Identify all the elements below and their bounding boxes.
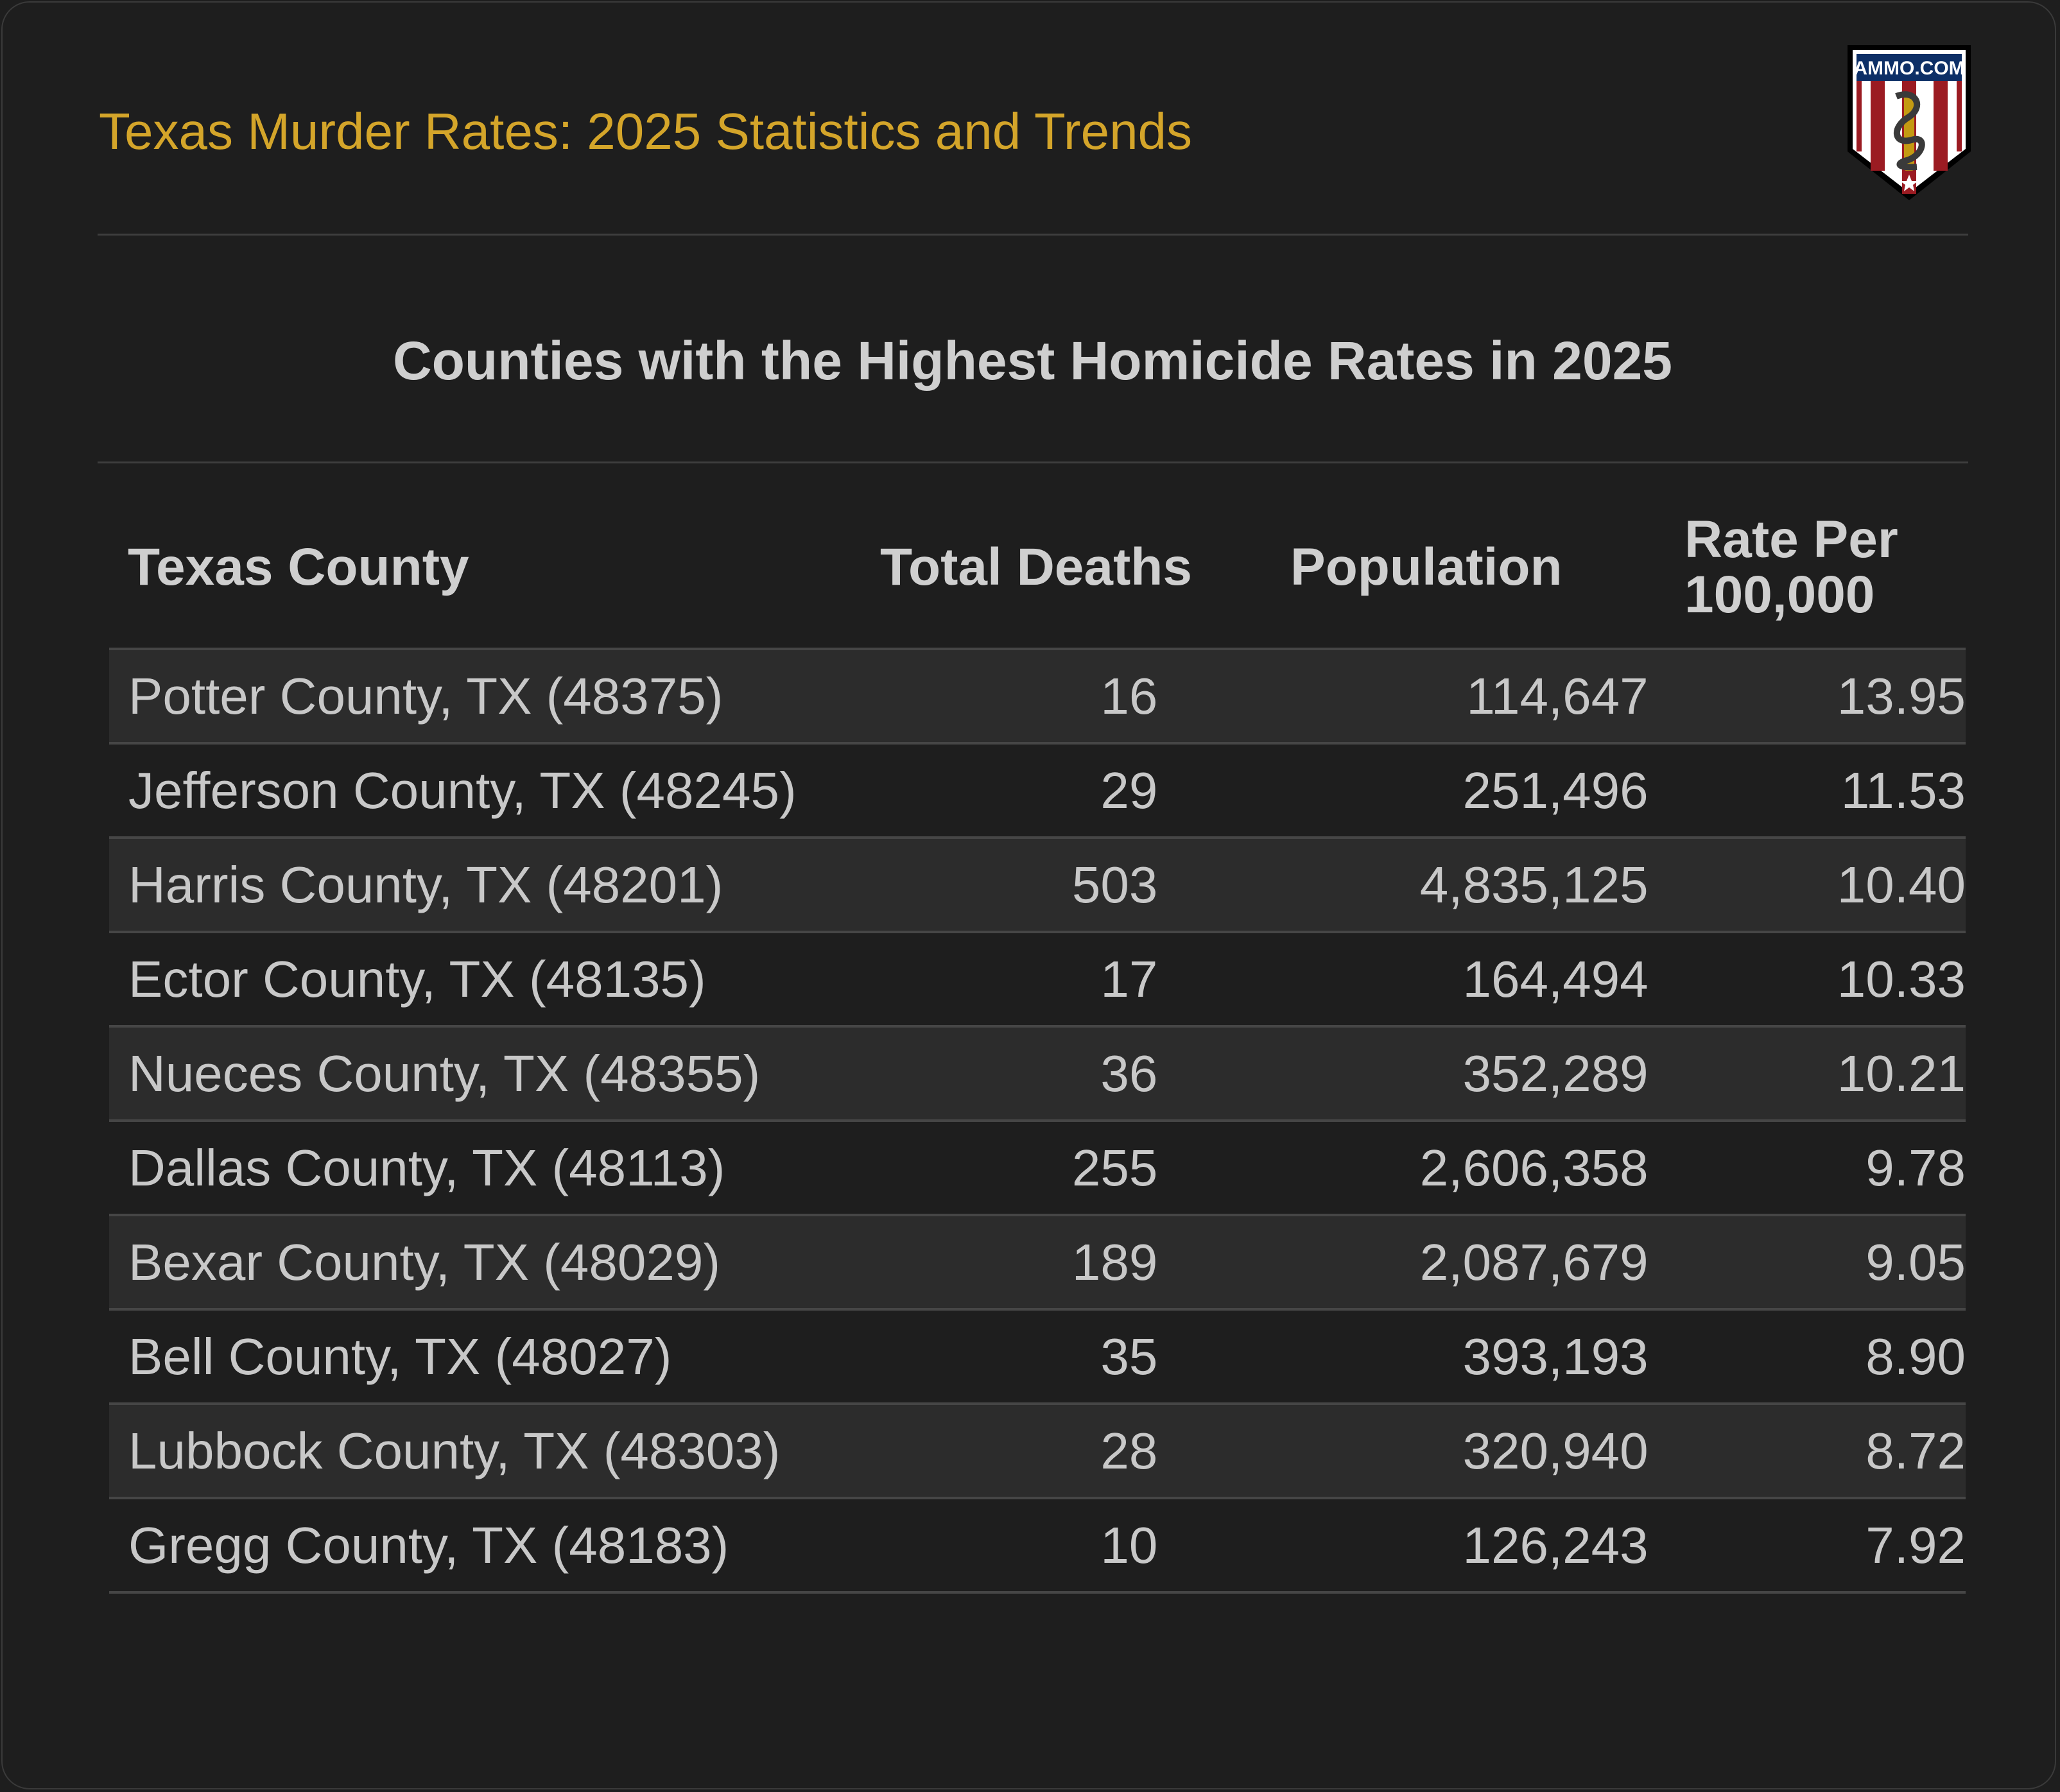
cell-population: 2,087,679 — [1419, 1233, 1649, 1291]
cell-county: Ector County, TX (48135) — [128, 950, 706, 1008]
cell-population: 320,940 — [1462, 1422, 1649, 1479]
page-title: Texas Murder Rates: 2025 Statistics and … — [99, 103, 1193, 160]
column-header-population: Population — [1290, 538, 1562, 596]
table-row: Jefferson County, TX (48245) 29 251,496 11.… — [109, 743, 1966, 838]
cell-population: 251,496 — [1462, 761, 1649, 819]
cell-rate: 10.21 — [1837, 1044, 1966, 1102]
cell-county: Dallas County, TX (48113) — [128, 1139, 725, 1196]
cell-county: Lubbock County, TX (48303) — [128, 1422, 781, 1479]
cell-rate: 13.95 — [1837, 667, 1966, 725]
cell-rate: 9.05 — [1865, 1233, 1966, 1291]
ammo-com-logo: AMMO.COM — [1848, 45, 1971, 200]
cell-population: 114,647 — [1466, 667, 1649, 725]
divider — [98, 234, 1968, 236]
cell-total-deaths: 189 — [1071, 1233, 1158, 1291]
cell-population: 164,494 — [1462, 950, 1649, 1008]
svg-text:AMMO.COM: AMMO.COM — [1853, 58, 1964, 79]
cell-total-deaths: 503 — [1071, 856, 1158, 913]
cell-total-deaths: 10 — [1100, 1516, 1158, 1574]
table-row: Potter County, TX (48375) 16 114,647 13.95 — [109, 649, 1966, 743]
homicide-table: Potter County, TX (48375) 16 114,647 13.95 J… — [109, 648, 1966, 1594]
cell-rate: 10.33 — [1837, 950, 1966, 1008]
cell-rate: 9.78 — [1865, 1139, 1966, 1196]
column-header-county: Texas County — [128, 538, 469, 596]
cell-total-deaths: 255 — [1071, 1139, 1158, 1196]
cell-total-deaths: 29 — [1100, 761, 1158, 819]
cell-county: Jefferson County, TX (48245) — [128, 761, 797, 819]
cell-county: Potter County, TX (48375) — [128, 667, 723, 725]
cell-total-deaths: 28 — [1100, 1422, 1158, 1479]
cell-county: Nueces County, TX (48355) — [128, 1044, 761, 1102]
cell-county: Bexar County, TX (48029) — [128, 1233, 720, 1291]
cell-rate: 11.53 — [1840, 761, 1966, 819]
cell-population: 393,193 — [1462, 1327, 1649, 1385]
cell-total-deaths: 35 — [1100, 1327, 1158, 1385]
cell-rate: 7.92 — [1865, 1516, 1966, 1574]
table-row: Bexar County, TX (48029) 189 2,087,679 9.05 — [109, 1215, 1966, 1309]
cell-population: 2,606,358 — [1419, 1139, 1649, 1196]
table-row: Nueces County, TX (48355) 36 352,289 10.21 — [109, 1026, 1966, 1121]
table-row: Lubbock County, TX (48303) 28 320,940 8.72 — [109, 1404, 1966, 1498]
table-row: Harris County, TX (48201) 503 4,835,125 10.… — [109, 838, 1966, 932]
divider — [98, 461, 1968, 463]
cell-population: 126,243 — [1462, 1516, 1649, 1574]
table-row: Ector County, TX (48135) 17 164,494 10.33 — [109, 932, 1966, 1026]
table-title: Counties with the Highest Homicide Rates… — [392, 331, 1673, 391]
table-row: Gregg County, TX (48183) 10 126,243 7.92 — [109, 1498, 1966, 1592]
cell-rate: 10.40 — [1837, 856, 1966, 913]
table-row: Dallas County, TX (48113) 255 2,606,358 9.7… — [109, 1121, 1966, 1215]
cell-rate: 8.72 — [1865, 1422, 1966, 1479]
cell-total-deaths: 17 — [1100, 950, 1158, 1008]
column-header-total-deaths: Total Deaths — [880, 538, 1192, 596]
table-row: Bell County, TX (48027) 35 393,193 8.90 — [109, 1309, 1966, 1404]
cell-population: 4,835,125 — [1419, 856, 1649, 913]
cell-total-deaths: 16 — [1100, 667, 1158, 725]
cell-county: Bell County, TX (48027) — [128, 1327, 672, 1385]
cell-population: 352,289 — [1462, 1044, 1649, 1102]
column-header-rate: Rate Per 100,000 — [1684, 510, 1898, 624]
cell-county: Harris County, TX (48201) — [128, 856, 723, 913]
cell-total-deaths: 36 — [1100, 1044, 1158, 1102]
table-header: Texas County Total Deaths Population Rat… — [109, 490, 1966, 644]
cell-rate: 8.90 — [1865, 1327, 1966, 1385]
cell-county: Gregg County, TX (48183) — [128, 1516, 729, 1574]
